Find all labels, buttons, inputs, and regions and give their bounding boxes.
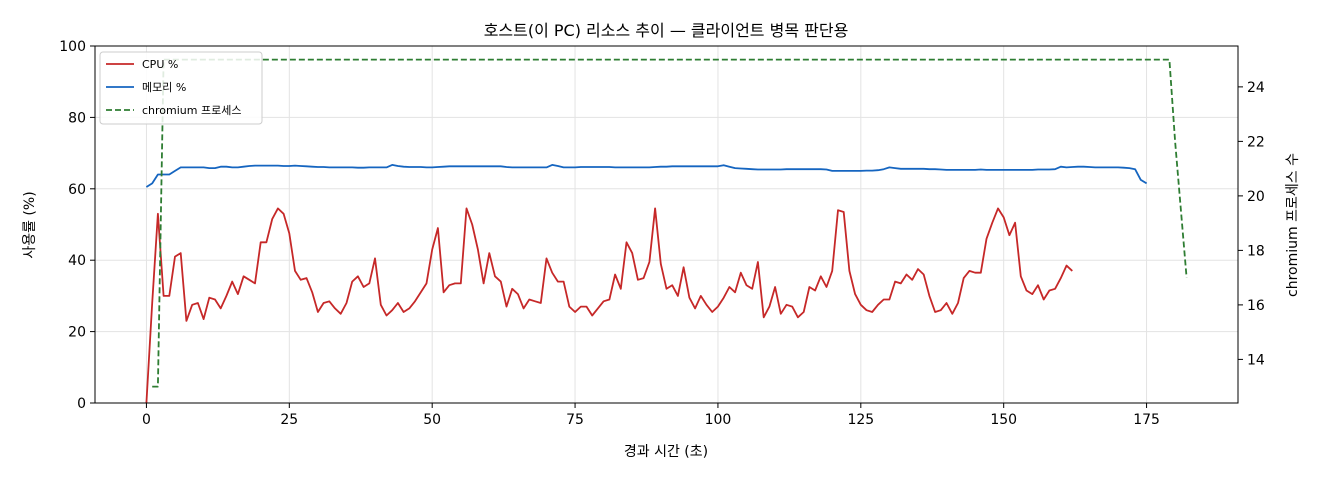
x-tick-label: 125 [847, 412, 874, 428]
x-tick-label: 0 [142, 412, 151, 428]
y-axis-label: 사용률 (%) [22, 191, 38, 258]
y-tick-label: 20 [68, 325, 86, 341]
x-tick-label: 50 [423, 412, 441, 428]
series-line-0 [145, 207, 1073, 404]
grid [95, 45, 1238, 404]
y-tick-label: 100 [59, 39, 86, 55]
y2-tick-label: 22 [1247, 134, 1265, 150]
x-tick-label: 175 [1133, 412, 1160, 428]
y-tick-label: 40 [68, 253, 86, 269]
x-axis-label: 경과 시간 (초) [624, 444, 708, 460]
y2-tick-label: 16 [1247, 298, 1265, 314]
chart-title: 호스트(이 PC) 리소스 추이 — 클라이언트 병목 판단용 [484, 21, 849, 40]
y-axis-right: 14 16 18 20 22 24 [1238, 80, 1265, 368]
y2-tick-label: 20 [1247, 189, 1265, 205]
series-line-1 [145, 164, 1148, 188]
y2-tick-label: 18 [1247, 243, 1265, 259]
y-tick-label: 0 [77, 396, 86, 412]
series-layer [145, 58, 1188, 404]
y-tick-label: 80 [68, 110, 86, 126]
x-tick-label: 100 [705, 412, 732, 428]
legend-label: chromium 프로세스 [142, 104, 241, 117]
x-tick-label: 25 [280, 412, 298, 428]
x-tick-label: 75 [566, 412, 584, 428]
x-axis: 0 25 50 75 100 125 150 175 [142, 403, 1160, 428]
y2-axis-label: chromium 프로세스 수 [1285, 153, 1301, 297]
legend: CPU % 메모리 % chromium 프로세스 [99, 51, 263, 125]
series-line-2 [152, 58, 1188, 388]
legend-label: 메모리 % [142, 81, 186, 94]
legend-label: CPU % [142, 58, 178, 71]
y2-tick-label: 14 [1247, 352, 1265, 368]
x-tick-label: 150 [990, 412, 1017, 428]
legend-box [99, 51, 263, 125]
plot-frame [94, 45, 1239, 404]
y2-tick-label: 24 [1247, 80, 1265, 96]
y-axis-left: 0 20 40 60 80 100 [59, 39, 95, 412]
y-tick-label: 60 [68, 182, 86, 198]
